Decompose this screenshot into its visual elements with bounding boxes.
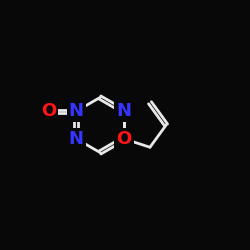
Text: N: N <box>116 102 131 120</box>
Text: O: O <box>116 130 132 148</box>
Text: O: O <box>41 102 56 120</box>
Text: N: N <box>69 130 84 148</box>
Text: N: N <box>69 102 84 120</box>
